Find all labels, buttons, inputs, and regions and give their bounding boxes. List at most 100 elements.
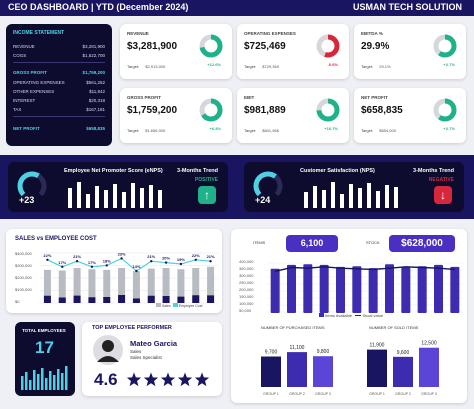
cost-ratio-point — [179, 262, 183, 266]
stock-value-pill: $628,000 — [389, 235, 455, 252]
group-name: GROUP 1 — [369, 392, 385, 396]
star-icon — [160, 372, 176, 387]
star-icon — [126, 372, 142, 387]
cost-ratio-point — [164, 261, 168, 264]
sales-vs-cost-card: SALES vs EMPLOYEE COST $400,000 $300,000… — [6, 229, 222, 313]
kpi-card: GROSS PROFIT $1,759,200 Target: $1,656,000 +… — [120, 88, 232, 143]
star-icon — [143, 372, 159, 387]
kpi-target-value: $729,369 — [262, 64, 279, 69]
employee-bar — [57, 369, 60, 390]
enps-gauge — [17, 171, 47, 197]
kpi-value: $658,835 — [361, 105, 403, 116]
kpi-target-label: Target: — [361, 128, 374, 133]
kpi-donut — [433, 34, 457, 58]
cost-ratio-point — [135, 269, 138, 273]
kpi-card: REVENUE $3,281,900 Target: $2,913,000 +12.6% — [120, 24, 232, 79]
items-available-bar — [434, 264, 443, 313]
rating-stars — [126, 372, 210, 387]
income-row: OPERATING EXPENSES $561,262 — [13, 80, 105, 85]
available-legend-swatch — [319, 313, 324, 317]
csat-gauge — [253, 171, 283, 197]
top-bar: CEO DASHBOARD | YTD (December 2024) USMA… — [0, 0, 474, 16]
income-row-value: $1,759,200 — [82, 70, 105, 75]
items-legend: Items Available Stock value — [319, 313, 383, 318]
income-row-value: $1,522,700 — [82, 53, 105, 58]
income-row-value: $561,262 — [86, 80, 105, 85]
kpi-card: EBIT $981,889 Target: $841,966 +16.7% — [237, 88, 349, 143]
cost-bar — [132, 298, 140, 303]
sales-chart-title: SALES vs EMPLOYEE COST — [15, 236, 97, 242]
csat-trend-label: 3-Months Trend — [413, 168, 454, 174]
kpi-label: EBIT — [244, 95, 255, 100]
cost-bar — [103, 297, 111, 303]
items-y-tick: 250,000 — [239, 280, 254, 285]
items-y-tick: 50,000 — [239, 308, 252, 313]
purchased-title: NUMBER OF PURCHASED ITEMS — [261, 325, 325, 330]
enps-trend-bars — [68, 182, 162, 208]
cost-ratio-label: 21% — [207, 254, 215, 259]
kpi-target-value: $2,913,000 — [145, 64, 166, 69]
cost-ratio-point — [105, 264, 108, 267]
csat-arrow-down-icon: ↓ — [434, 186, 452, 204]
income-row: OTHER EXPENSES $11,842 — [13, 89, 105, 94]
cost-ratio-label: 20% — [162, 256, 170, 261]
items-available-bar — [352, 266, 362, 313]
kpi-target: Target: $729,369 — [244, 64, 279, 69]
csat-card: +24 Customer Satisfaction (NPS) 3-Months… — [244, 162, 464, 212]
cost-bar — [118, 295, 126, 303]
cost-bar — [162, 296, 170, 303]
items-y-tick: 400,000 — [239, 259, 254, 264]
income-row-label: GROSS PROFIT — [13, 70, 48, 75]
income-row: COGS $1,522,700 — [13, 53, 105, 58]
star-icon — [194, 372, 210, 387]
income-row-value: $167,181 — [86, 107, 105, 112]
trend-bar — [394, 187, 398, 208]
income-row-label: REVENUE — [13, 44, 35, 49]
kpi-change: +6.4% — [209, 126, 221, 131]
group-bar — [367, 349, 387, 387]
trend-bar — [77, 182, 81, 208]
items-available-bar — [368, 268, 378, 313]
top-performer-title: TOP EMPLOYEE PERFORMER — [92, 325, 172, 331]
cost-ratio-label: 22% — [43, 253, 51, 258]
group-name: GROUP 1 — [263, 392, 279, 396]
sales-bar — [177, 269, 185, 303]
csat-value: +24 — [255, 195, 271, 205]
cost-ratio-point — [75, 260, 79, 263]
items-y-tick: 350,000 — [239, 266, 254, 271]
cost-ratio-label: 21% — [73, 254, 81, 259]
income-statement-panel: INCOME STATEMENT REVENUE $3,281,900 COGS $1… — [6, 24, 112, 146]
kpi-donut — [199, 34, 223, 58]
kpi-donut — [316, 34, 340, 58]
kpi-target-value: 29.1% — [379, 64, 391, 69]
kpi-change: +2.7% — [443, 126, 455, 131]
cost-ratio-label: 21% — [147, 254, 155, 259]
enps-arrow-up-icon: ↑ — [198, 186, 216, 204]
kpi-donut-fill — [316, 34, 340, 58]
items-stock-card: ITEMS 6,100 STOCK $628,000 400,000 350,00… — [231, 229, 467, 403]
income-divider — [13, 116, 105, 117]
kpi-target-value: $841,966 — [262, 128, 279, 133]
cost-ratio-label: 22% — [192, 253, 200, 258]
kpi-value: $1,759,200 — [127, 105, 178, 116]
income-row-value: $20,318 — [88, 98, 105, 103]
sales-legend: Sales Employee Cost — [156, 303, 202, 308]
cost-legend-swatch — [172, 303, 178, 307]
trend-bar — [140, 188, 144, 208]
trend-bar — [95, 186, 99, 208]
cost-bar — [147, 295, 155, 303]
income-statement-title: INCOME STATEMENT — [13, 30, 65, 36]
cost-ratio-label: 18% — [103, 258, 111, 263]
kpi-label: OPERATING EXPENSES — [244, 31, 296, 36]
items-y-tick: 300,000 — [239, 273, 254, 278]
star-icon — [177, 372, 193, 387]
cost-bar — [177, 296, 185, 303]
kpi-change: +16.7% — [324, 126, 338, 131]
sales-bar — [192, 268, 200, 303]
cost-ratio-label: 23% — [118, 251, 126, 256]
kpi-value: $725,469 — [244, 41, 286, 52]
kpi-target: Target: $1,656,000 — [127, 128, 165, 133]
trend-bar — [322, 190, 326, 208]
kpi-card: EBITDA % 29.9% Target: 29.1% +2.7% — [354, 24, 466, 79]
sales-bar — [58, 270, 66, 303]
